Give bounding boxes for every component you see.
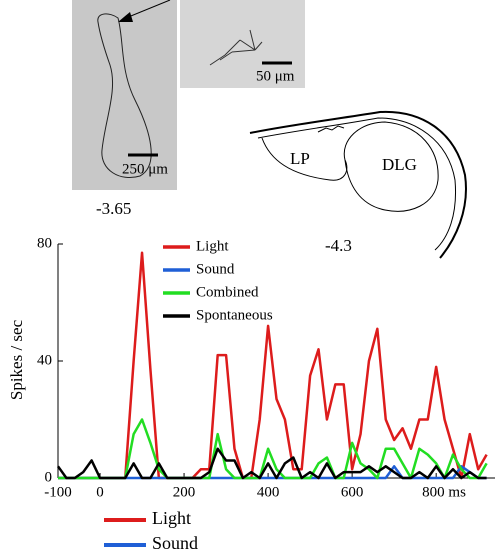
region-label: LP (290, 149, 310, 168)
histology-photo (72, 0, 177, 190)
region-label: DLG (382, 155, 417, 174)
x-tick-label: 200 (173, 484, 196, 500)
y-axis-label: Spikes / sec (7, 319, 26, 400)
diagram-outline (257, 117, 457, 251)
y-tick-label: 0 (45, 469, 53, 485)
scale-label: 250 μm (122, 161, 168, 177)
x-tick-label: -100 (44, 484, 72, 500)
series-line (58, 418, 488, 480)
scale-label: 50 μm (256, 68, 295, 84)
y-tick-label: 40 (37, 352, 52, 368)
arrow-line (125, 0, 171, 19)
legend-label: Sound (152, 533, 198, 553)
section-label: -4.3 (325, 236, 352, 255)
legend-label: Sound (196, 261, 235, 277)
region-boundary (343, 121, 439, 212)
cell-mark (317, 125, 345, 133)
legend-label: Combined (196, 284, 259, 300)
series-line (58, 465, 487, 480)
outline (97, 13, 152, 178)
neuron-photo (180, 0, 305, 88)
diagram-outline (249, 110, 467, 259)
series-line (56, 447, 487, 480)
x-tick-label: 400 (257, 484, 280, 500)
legend-label: Light (196, 238, 229, 254)
x-tick-label: 600 (341, 484, 364, 500)
legend-label: Light (152, 508, 191, 528)
section-label: -3.65 (96, 199, 131, 218)
arrow-head (118, 12, 133, 22)
neuron (209, 29, 263, 66)
legend-label: Spontaneous (196, 307, 273, 323)
x-tick-label: 800 ms (422, 484, 466, 500)
series-line (58, 251, 488, 480)
y-tick-label: 80 (37, 235, 52, 251)
x-tick-label: 0 (96, 484, 104, 500)
